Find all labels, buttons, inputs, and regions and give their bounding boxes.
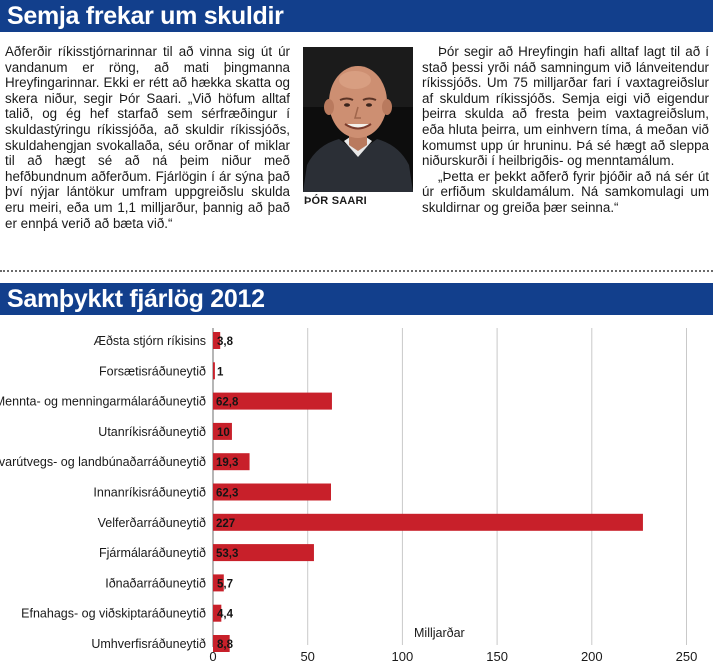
x-axis-title: Milljarðar <box>414 626 465 640</box>
bar-value-label: 227 <box>216 518 235 530</box>
chart-title: Samþykkt fjárlög 2012 <box>7 285 265 313</box>
article-title-banner: Semja frekar um skuldir <box>0 0 713 32</box>
x-tick-label: 50 <box>300 649 314 664</box>
category-label: Umhverfisráðuneytið <box>91 637 206 651</box>
category-label: Efnahags- og viðskiptaráðuneytið <box>21 607 206 621</box>
bar-value-label: 19,3 <box>216 457 238 469</box>
bar-value-label: 62,8 <box>216 397 239 409</box>
bar-value-label: 8,8 <box>217 639 234 651</box>
x-tick-label: 200 <box>581 649 603 664</box>
article-title: Semja frekar um skuldir <box>7 2 284 30</box>
category-label: Innanríkisráðuneytið <box>93 486 206 500</box>
bar <box>213 362 215 380</box>
portrait-illustration <box>303 47 413 192</box>
portrait-photo <box>303 47 413 192</box>
bar <box>213 392 332 410</box>
category-label: Utanríkisráðuneytið <box>98 425 206 439</box>
section-divider <box>0 270 713 272</box>
bar-value-label: 4,4 <box>217 609 234 621</box>
bar-value-label: 10 <box>217 427 230 439</box>
bar-value-label: 3,8 <box>217 336 234 348</box>
x-tick-label: 100 <box>392 649 414 664</box>
bar <box>213 332 221 349</box>
chart-title-banner: Samþykkt fjárlög 2012 <box>0 283 713 315</box>
article-column-right: Þór segir að Hreyfingin hafi alltaf lagt… <box>422 44 709 216</box>
category-label: Iðnaðarráðuneytið <box>105 576 206 590</box>
bar-value-label: 53,3 <box>216 548 238 560</box>
budget-bar-chart: 0 50 100 150 200 250 Æðsta stjórn ríkisins 3,8 F… <box>0 328 698 664</box>
category-label: Sjávarútvegs- og landbúnaðarráðuneytið <box>0 455 206 469</box>
bar <box>213 422 232 440</box>
photo-caption: ÞÓR SAARI <box>304 195 367 207</box>
x-tick-label: 0 <box>209 649 216 664</box>
article-paragraph: „Þetta er þekkt aðferð fyrir þjóðir að n… <box>422 168 709 215</box>
bar <box>213 604 222 622</box>
bar <box>213 513 643 531</box>
x-tick-label: 250 <box>676 649 698 664</box>
article-column-left: Aðferðir ríkisstjórnarinnar til að vinna… <box>5 44 290 231</box>
article-paragraph: Aðferðir ríkisstjórnarinnar til að vinna… <box>5 44 290 231</box>
category-label: Forsætisráðuneytið <box>99 364 206 378</box>
category-label: Æðsta stjórn ríkisins <box>93 334 206 348</box>
bar-value-label: 5,7 <box>217 578 233 590</box>
bar <box>213 574 224 592</box>
category-label: Fjármálaráðuneytið <box>99 546 206 560</box>
bar <box>213 483 331 501</box>
bar <box>213 453 250 471</box>
bar <box>213 635 230 652</box>
x-tick-label: 150 <box>486 649 508 664</box>
category-label: Velferðarráðuneytið <box>98 516 206 530</box>
bar-value-label: 62,3 <box>216 488 238 500</box>
category-label: Mennta- og menningarmálaráðuneytið <box>0 395 206 409</box>
bar-value-label: 1 <box>217 366 224 378</box>
bar <box>213 544 314 562</box>
article-paragraph: Þór segir að Hreyfingin hafi alltaf lagt… <box>422 44 709 169</box>
